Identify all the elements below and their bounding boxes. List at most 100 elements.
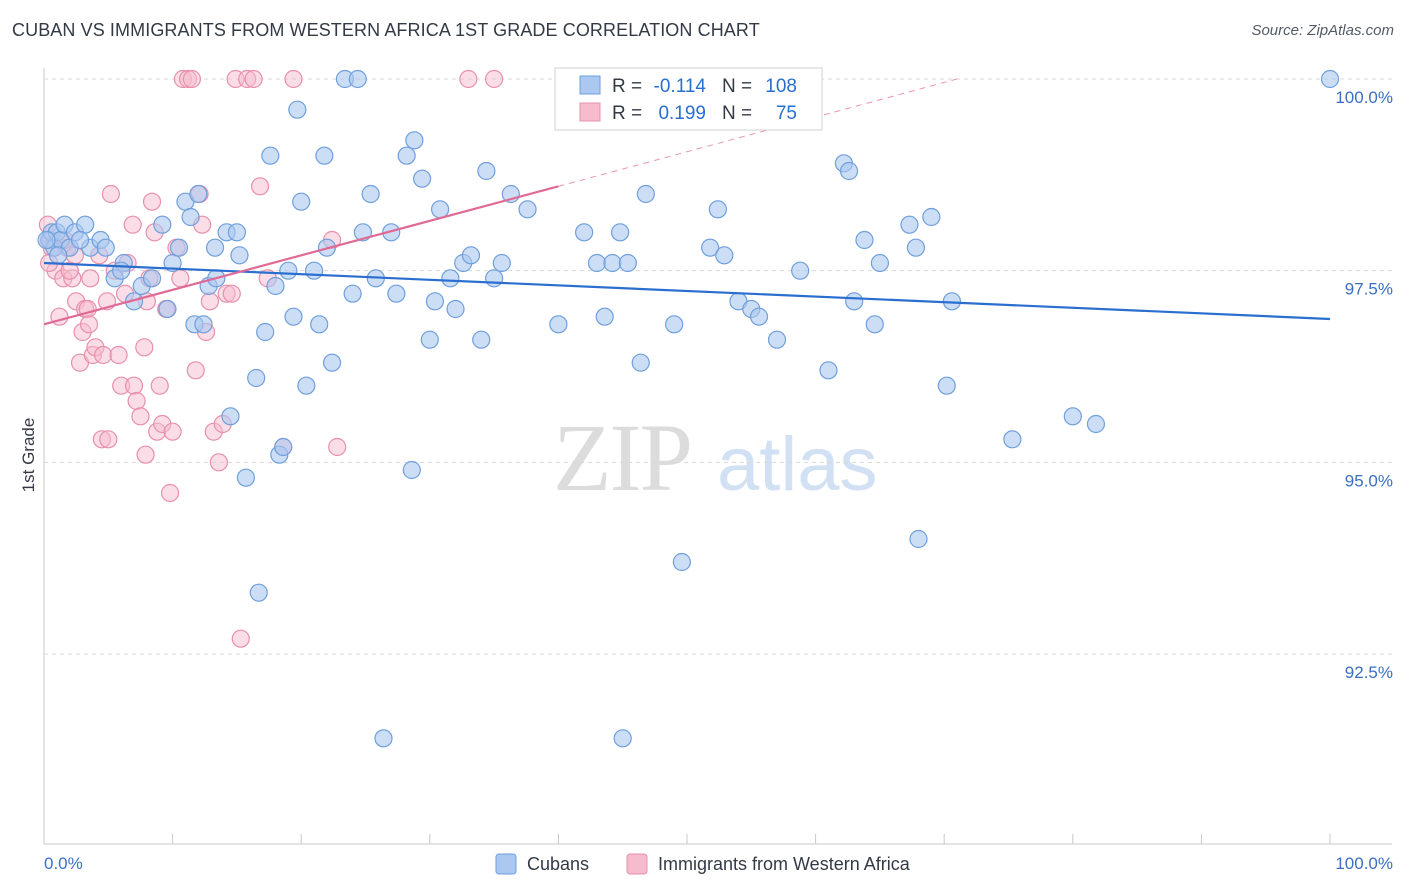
cubans-point: [549, 315, 568, 334]
cubans-point: [158, 299, 177, 319]
trend-lines: [43, 78, 1331, 326]
cubans-point: [839, 161, 859, 181]
series-western-africa-points: [38, 69, 504, 648]
x-tick-label-right: 100.0%: [1335, 854, 1393, 873]
cubans-point: [791, 261, 810, 280]
cubans-point: [518, 200, 537, 219]
cubans-point: [374, 729, 393, 748]
western-africa-point: [250, 177, 270, 196]
cubans-point: [595, 307, 614, 326]
western-africa-point: [163, 422, 182, 441]
western-africa-point: [200, 292, 219, 311]
x-tick-label-left: 0.0%: [44, 854, 83, 873]
cubans-point: [425, 292, 445, 311]
western-africa-point: [150, 376, 169, 395]
western-africa-point: [135, 338, 154, 357]
cubans-point: [274, 437, 293, 457]
cubans-point: [492, 253, 511, 273]
cubans-point: [441, 269, 460, 288]
legend-r-label-cubans: R =: [612, 76, 642, 97]
cubans-point: [636, 184, 655, 204]
cubans-point: [284, 307, 303, 326]
watermark: ZIP atlas: [553, 404, 878, 511]
western-africa-point: [284, 69, 303, 89]
cubans-point: [461, 246, 481, 265]
cubans-point: [909, 529, 928, 549]
western-africa-point: [131, 407, 150, 426]
cubans-point: [631, 353, 650, 372]
western-africa-point: [109, 345, 128, 365]
series-cubans-points: [37, 69, 1340, 748]
cubans-point: [169, 238, 189, 257]
cubans-point: [227, 223, 246, 242]
western-africa-point: [171, 269, 190, 288]
legend-n-label-western-africa: N =: [722, 103, 752, 124]
source-credit: Source: ZipAtlas.com: [1251, 22, 1394, 39]
cubans-point: [906, 238, 926, 257]
western-africa-point: [328, 437, 347, 457]
cubans-point: [922, 207, 941, 227]
legend-swatch-cubans: [579, 75, 601, 95]
y-tick-label: 95.0%: [1345, 471, 1393, 490]
cubans-point: [611, 223, 630, 242]
cubans-point: [1003, 430, 1022, 449]
cubans-point: [153, 215, 172, 234]
series-legend: Cubans Immigrants from Western Africa: [495, 853, 911, 875]
cubans-point: [310, 315, 329, 334]
western-africa-point: [99, 430, 118, 449]
cubans-point: [70, 230, 90, 250]
western-africa-point: [94, 345, 113, 365]
y-axis-title: 1st Grade: [19, 418, 38, 493]
cubans-point: [397, 146, 416, 165]
western-africa-point: [160, 483, 180, 503]
cubans-point: [870, 253, 890, 273]
cubans-point: [221, 407, 240, 426]
western-africa-point: [79, 315, 99, 334]
cubans-point: [1086, 414, 1106, 434]
cubans-point: [247, 368, 266, 388]
watermark-zip: ZIP: [553, 404, 691, 511]
cubans-point: [361, 184, 380, 204]
legend-r-value-cubans: -0.114: [654, 76, 707, 97]
cubans-point: [96, 238, 115, 257]
cubans-point: [845, 292, 864, 311]
western-africa-point: [244, 69, 263, 89]
bottom-legend-swatch-western-africa: [626, 853, 648, 875]
western-africa-point: [222, 284, 241, 303]
cubans-point: [708, 200, 727, 219]
cubans-point: [205, 238, 225, 257]
cubans-point: [163, 253, 182, 273]
western-africa-point: [182, 69, 201, 89]
legend-n-value-western-africa: 75: [776, 103, 797, 124]
watermark-atlas: atlas: [717, 422, 878, 507]
cubans-point: [618, 253, 637, 273]
cubans-point: [49, 246, 68, 265]
western-africa-point: [209, 453, 228, 472]
trend-line-cubans: [43, 261, 1331, 321]
cubans-point: [575, 223, 594, 242]
cubans-point: [236, 468, 256, 487]
cubans-point: [315, 146, 334, 165]
western-africa-point: [231, 629, 250, 648]
cubans-point: [446, 299, 465, 319]
cubans-point: [142, 269, 162, 288]
cubans-point: [304, 261, 324, 280]
western-africa-point: [142, 192, 162, 211]
cubans-point: [613, 729, 632, 748]
cubans-point: [672, 552, 691, 572]
x-ticks: [43, 834, 1331, 844]
cubans-point: [256, 322, 275, 342]
cubans-point: [37, 230, 56, 250]
western-africa-point: [81, 269, 100, 288]
cubans-point: [855, 230, 874, 250]
y-tick-label: 92.5%: [1345, 663, 1393, 682]
cubans-point: [701, 238, 720, 257]
cubans-point: [477, 161, 496, 181]
cubans-point: [1320, 69, 1340, 89]
western-africa-point: [186, 361, 205, 380]
western-africa-point: [60, 261, 79, 280]
cubans-point: [485, 269, 504, 288]
cubans-point: [181, 207, 200, 227]
bottom-legend-label-cubans: Cubans: [527, 854, 589, 874]
cubans-point: [348, 69, 367, 89]
